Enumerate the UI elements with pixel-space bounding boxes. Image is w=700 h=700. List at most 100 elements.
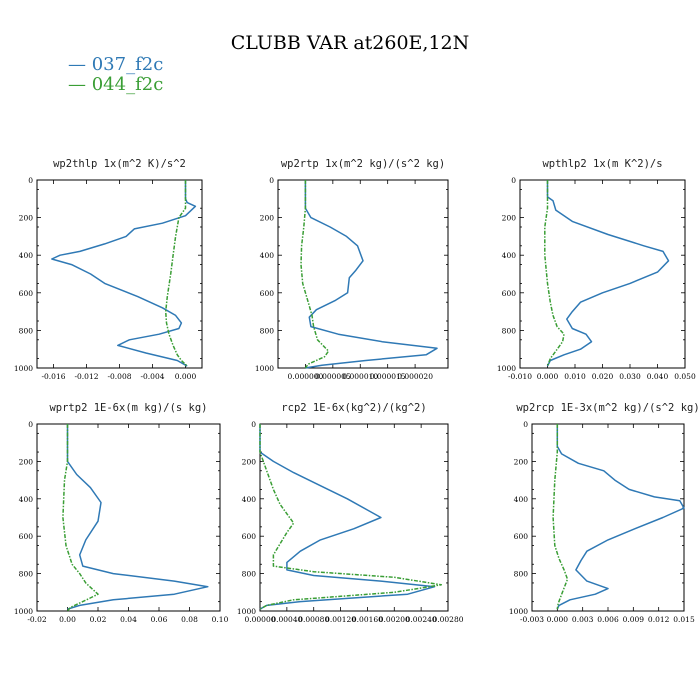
y-tick-label: 600 — [19, 532, 34, 541]
y-tick-label: 400 — [260, 251, 275, 260]
x-tick-label: 0.000005 — [315, 372, 351, 381]
series-line-044_f2c — [544, 180, 565, 367]
x-tick-label: 0.000 — [175, 372, 197, 381]
panel-title: wp2rcp 1E-3x(m^2 kg)/(s^2 kg) — [516, 402, 699, 414]
series-line-037_f2c — [304, 180, 438, 369]
x-tick-label: 0.000 — [547, 615, 569, 624]
series-line-037_f2c — [556, 424, 685, 610]
x-tick-label: 0.00000 — [244, 615, 275, 624]
y-tick-label: 200 — [260, 214, 275, 223]
plot-frame — [519, 179, 686, 369]
chart-panels: wp2thlp 1x(m^2 K)/s^202004006008001000-0… — [14, 158, 700, 624]
y-tick-label: 200 — [514, 457, 529, 466]
chart-panel-4: wprtp2 1E-6x(m kg)/(s kg) 0 200 400 600 800 10… — [14, 402, 229, 624]
series-line-044_f2c — [164, 180, 188, 367]
plot-frame — [36, 423, 221, 612]
y-tick-label: 0 — [511, 176, 516, 185]
x-tick-label: 0.006 — [597, 615, 619, 624]
x-tick-label: -0.02 — [27, 615, 46, 624]
y-tick-label: 400 — [19, 251, 34, 260]
panel-title: rcp2 1E-6x(kg^2)/(kg^2) — [281, 402, 426, 414]
y-tick-label: 1000 — [14, 364, 33, 373]
y-tick-label: 200 — [19, 457, 34, 466]
series-line-037_f2c — [259, 424, 436, 610]
series-line-044_f2c — [552, 424, 569, 610]
x-tick-label: 0.04 — [120, 615, 137, 624]
chart-panel-1: wp2thlp 1x(m^2 K)/s^2 0 200 400 600 800 1000 -0… — [14, 158, 203, 381]
series-line-037_f2c — [546, 180, 670, 367]
x-tick-label: 0.00 — [59, 615, 76, 624]
series-line-044_f2c — [259, 424, 443, 610]
x-tick-label: -0.010 — [508, 372, 532, 381]
y-tick-label: 800 — [19, 570, 34, 579]
y-tick-label: 800 — [242, 570, 257, 579]
legend-entry-037: — 037_f2c — [68, 54, 163, 75]
chart-panel-2: wp2rtp 1x(m^2 kg)/(s^2 kg) 0 200 400 600 800 1… — [255, 158, 449, 381]
x-tick-label: 0.015 — [673, 615, 695, 624]
x-tick-label: -0.012 — [74, 372, 98, 381]
y-tick-label: 1000 — [14, 607, 33, 616]
y-tick-label: 800 — [514, 570, 529, 579]
y-tick-label: 0 — [269, 176, 274, 185]
x-tick-label: 0.00120 — [325, 615, 356, 624]
x-tick-label: -0.004 — [140, 372, 164, 381]
x-tick-label: 0.050 — [674, 372, 696, 381]
y-tick-label: 0 — [28, 420, 33, 429]
chart-panel-5: rcp2 1E-6x(kg^2)/(kg^2) 0 200 400 600 800 1000… — [237, 402, 464, 624]
x-tick-label: 0.000015 — [370, 372, 406, 381]
plot-frame — [277, 179, 449, 369]
x-tick-label: 0.009 — [623, 615, 645, 624]
y-tick-label: 0 — [523, 420, 528, 429]
panel-title: wprtp2 1E-6x(m kg)/(s kg) — [49, 402, 207, 414]
x-tick-label: 0.040 — [647, 372, 669, 381]
x-tick-label: 0.00040 — [271, 615, 302, 624]
x-tick-label: 0.06 — [151, 615, 168, 624]
y-tick-label: 600 — [514, 532, 529, 541]
y-tick-label: 600 — [242, 532, 257, 541]
y-tick-label: 400 — [514, 495, 529, 504]
y-tick-label: 400 — [242, 495, 257, 504]
x-tick-label: -0.008 — [107, 372, 131, 381]
x-tick-label: 0.012 — [648, 615, 670, 624]
series-line-037_f2c — [66, 424, 209, 610]
x-tick-label: 0.000020 — [397, 372, 433, 381]
series-line-044_f2c — [300, 180, 330, 369]
figure-title: CLUBB VAR at260E,12N — [231, 32, 470, 54]
panel-title: wpthlp2 1x(m K^2)/s — [542, 158, 662, 170]
y-tick-label: 400 — [502, 251, 517, 260]
x-tick-label: 0.00080 — [298, 615, 329, 624]
y-tick-label: 800 — [19, 326, 34, 335]
y-tick-label: 0 — [251, 420, 256, 429]
y-tick-label: 200 — [242, 457, 257, 466]
y-tick-label: 600 — [502, 289, 517, 298]
x-tick-label: 0.10 — [212, 615, 229, 624]
x-tick-label: -0.016 — [41, 372, 65, 381]
y-tick-label: 400 — [19, 495, 34, 504]
y-tick-label: 600 — [260, 289, 275, 298]
y-tick-label: 0 — [28, 176, 33, 185]
y-tick-label: 1000 — [509, 607, 528, 616]
x-tick-label: 0.000010 — [342, 372, 378, 381]
plot-frame — [259, 423, 449, 612]
y-tick-label: 1000 — [237, 607, 256, 616]
x-tick-label: 0.02 — [90, 615, 107, 624]
x-tick-label: 0.00280 — [432, 615, 463, 624]
x-tick-label: 0.00160 — [352, 615, 383, 624]
x-tick-label: 0.08 — [181, 615, 198, 624]
x-tick-label: -0.003 — [520, 615, 544, 624]
legend-entry-044: — 044_f2c — [68, 74, 163, 95]
x-tick-label: 0.003 — [572, 615, 594, 624]
x-tick-label: 0.00200 — [379, 615, 410, 624]
plot-frame — [36, 179, 203, 369]
y-tick-label: 200 — [19, 214, 34, 223]
y-tick-label: 200 — [502, 214, 517, 223]
series-line-044_f2c — [62, 424, 99, 612]
x-tick-label: 0.020 — [592, 372, 614, 381]
y-tick-label: 1000 — [255, 364, 274, 373]
y-tick-label: 600 — [19, 289, 34, 298]
y-tick-label: 1000 — [497, 364, 516, 373]
y-tick-label: 800 — [502, 326, 517, 335]
panel-title: wp2thlp 1x(m^2 K)/s^2 — [53, 158, 186, 170]
x-tick-label: 0.000 — [537, 372, 559, 381]
